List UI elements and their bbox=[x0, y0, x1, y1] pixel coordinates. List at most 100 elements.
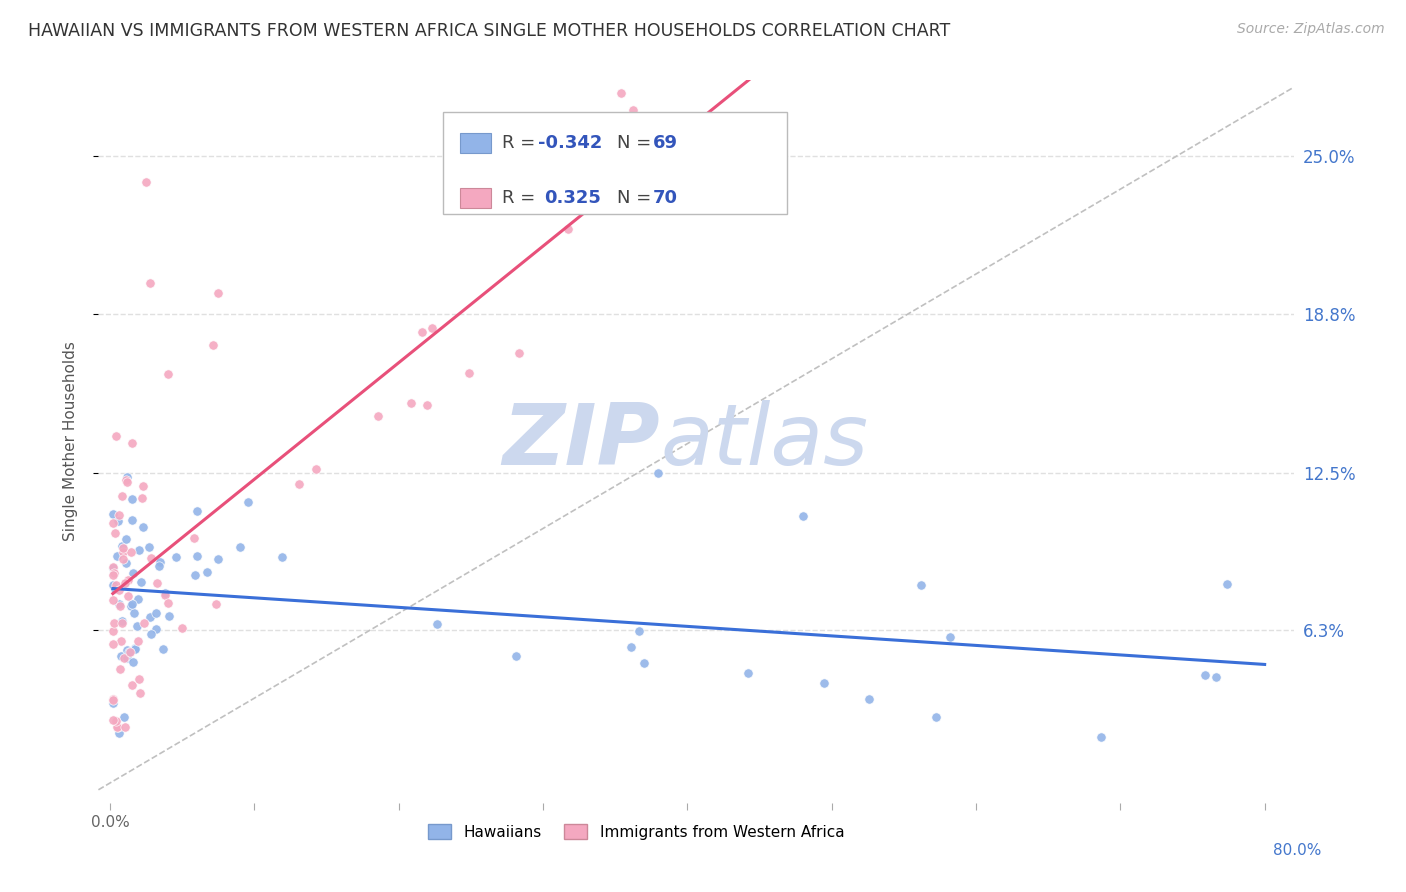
Point bbox=[112, 541, 135, 555]
Point bbox=[104, 526, 127, 541]
Point bbox=[186, 549, 208, 563]
Point bbox=[156, 367, 179, 381]
Point bbox=[120, 599, 142, 614]
Point bbox=[110, 648, 132, 663]
Point bbox=[153, 586, 176, 600]
Point bbox=[157, 609, 180, 624]
Point bbox=[117, 650, 139, 665]
Point bbox=[121, 436, 143, 450]
Point bbox=[115, 642, 138, 657]
Point bbox=[621, 103, 644, 118]
Point bbox=[128, 542, 150, 557]
Point bbox=[813, 675, 835, 690]
Point bbox=[138, 540, 160, 554]
Point bbox=[104, 582, 127, 597]
Point bbox=[108, 508, 131, 522]
Text: 70: 70 bbox=[652, 189, 678, 207]
Point bbox=[105, 549, 128, 563]
Point bbox=[633, 656, 655, 670]
Point bbox=[135, 175, 157, 189]
Point bbox=[121, 678, 143, 692]
Point bbox=[183, 531, 205, 545]
Point bbox=[111, 545, 134, 559]
Point bbox=[110, 662, 132, 676]
Point bbox=[399, 395, 422, 409]
Point bbox=[583, 186, 606, 200]
Text: 80.0%: 80.0% bbox=[1274, 843, 1322, 858]
Point bbox=[145, 623, 167, 637]
Point bbox=[146, 576, 169, 591]
Point bbox=[647, 467, 669, 481]
Point bbox=[186, 503, 208, 517]
Point bbox=[122, 655, 145, 669]
Point bbox=[156, 596, 179, 610]
Point bbox=[737, 666, 759, 681]
Point bbox=[124, 642, 146, 657]
Point bbox=[132, 479, 155, 493]
Point bbox=[101, 713, 124, 727]
Point bbox=[129, 574, 152, 589]
Point bbox=[111, 616, 134, 631]
Point bbox=[141, 550, 163, 565]
Point bbox=[195, 565, 218, 579]
Point bbox=[236, 495, 259, 509]
Point bbox=[101, 693, 124, 707]
Point bbox=[103, 566, 125, 581]
Point bbox=[205, 598, 228, 612]
Point bbox=[271, 549, 294, 564]
Point bbox=[457, 366, 479, 380]
Point bbox=[132, 520, 155, 534]
Point bbox=[101, 561, 124, 575]
Point bbox=[128, 672, 150, 686]
Point bbox=[103, 616, 125, 631]
Point bbox=[120, 545, 142, 559]
Point bbox=[115, 475, 138, 489]
Point bbox=[115, 470, 138, 484]
Point bbox=[118, 645, 141, 659]
Text: N =: N = bbox=[617, 134, 657, 152]
Point bbox=[101, 624, 124, 638]
Point bbox=[112, 710, 135, 724]
Point bbox=[108, 582, 131, 597]
Point bbox=[1215, 576, 1237, 591]
Point bbox=[1194, 667, 1216, 681]
Point bbox=[131, 491, 153, 505]
Point bbox=[105, 714, 128, 729]
Point bbox=[101, 516, 124, 531]
Point bbox=[184, 568, 207, 582]
Point bbox=[508, 345, 530, 359]
Point bbox=[108, 597, 131, 611]
Point bbox=[111, 614, 134, 628]
Legend: Hawaiians, Immigrants from Western Africa: Hawaiians, Immigrants from Western Afric… bbox=[422, 818, 851, 846]
Point bbox=[609, 86, 631, 100]
Point bbox=[121, 491, 143, 506]
Text: 0.325: 0.325 bbox=[544, 189, 600, 207]
Point bbox=[420, 320, 443, 334]
Point bbox=[910, 578, 932, 592]
Point bbox=[305, 462, 328, 476]
Text: ZIP: ZIP bbox=[502, 400, 661, 483]
Point bbox=[114, 473, 136, 487]
Point bbox=[124, 606, 146, 620]
Point bbox=[557, 222, 579, 236]
Point bbox=[101, 578, 124, 592]
Point bbox=[505, 648, 527, 663]
Point bbox=[134, 616, 156, 631]
Point bbox=[121, 513, 143, 527]
Point bbox=[107, 514, 129, 528]
Point bbox=[114, 575, 136, 590]
Point bbox=[139, 276, 162, 290]
Text: atlas: atlas bbox=[661, 400, 868, 483]
Point bbox=[287, 477, 309, 491]
Point bbox=[114, 720, 136, 734]
Point bbox=[117, 574, 139, 588]
Point bbox=[115, 533, 138, 547]
Point bbox=[111, 539, 134, 553]
Text: -0.342: -0.342 bbox=[538, 134, 603, 152]
Point bbox=[367, 409, 389, 424]
Point bbox=[112, 551, 135, 566]
Point bbox=[118, 645, 141, 659]
Point bbox=[101, 637, 124, 651]
Point bbox=[145, 606, 167, 620]
Y-axis label: Single Mother Households: Single Mother Households bbox=[63, 342, 77, 541]
